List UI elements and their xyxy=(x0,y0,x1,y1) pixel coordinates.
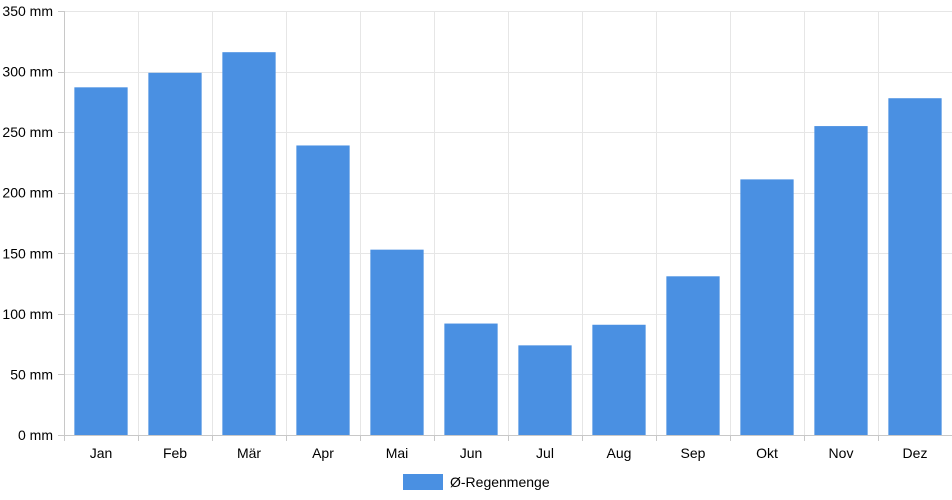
bars xyxy=(74,52,942,436)
x-tick-label: Jan xyxy=(90,445,113,461)
x-tick-label: Jun xyxy=(460,445,483,461)
bar-sep[interactable] xyxy=(666,276,720,435)
grid-lines xyxy=(64,11,952,436)
y-tick-labels: 0 mm 50 mm 100 mm 150 mm 200 mm 250 mm 300 mm 3… xyxy=(2,3,53,443)
y-tick-label: 250 mm xyxy=(2,124,53,140)
bar-jun[interactable] xyxy=(444,323,498,435)
x-tick-label: Apr xyxy=(312,445,334,461)
x-tick-label: Mai xyxy=(386,445,409,461)
y-tick-label: 300 mm xyxy=(2,64,53,80)
x-tick-label: Jul xyxy=(536,445,554,461)
legend-label: Ø-Regenmenge xyxy=(450,474,550,490)
bar-mär[interactable] xyxy=(222,52,276,436)
bar-nov[interactable] xyxy=(814,126,868,435)
x-tick-label: Mär xyxy=(237,445,261,461)
bar-okt[interactable] xyxy=(740,179,794,435)
legend[interactable]: Ø-Regenmenge xyxy=(403,474,550,490)
x-tick-label: Dez xyxy=(903,445,928,461)
bar-aug[interactable] xyxy=(592,324,646,435)
x-tick-label: Aug xyxy=(607,445,632,461)
bar-feb[interactable] xyxy=(148,72,202,435)
x-tick-label: Feb xyxy=(163,445,187,461)
y-tick-label: 200 mm xyxy=(2,185,53,201)
legend-swatch xyxy=(403,474,443,490)
y-tick-label: 100 mm xyxy=(2,306,53,322)
y-tick-label: 150 mm xyxy=(2,245,53,261)
x-tick-label: Nov xyxy=(829,445,854,461)
x-tick-label: Okt xyxy=(756,445,778,461)
bar-dez[interactable] xyxy=(888,98,942,436)
x-tick-label: Sep xyxy=(681,445,706,461)
bar-jul[interactable] xyxy=(518,345,572,435)
bar-jan[interactable] xyxy=(74,87,128,435)
x-tick-labels: Jan Feb Mär Apr Mai Jun Jul Aug Sep Okt Nov Dez xyxy=(90,445,928,461)
y-tick-label: 0 mm xyxy=(18,427,53,443)
y-tick-label: 350 mm xyxy=(2,3,53,19)
axes xyxy=(58,11,879,441)
bar-mai[interactable] xyxy=(370,249,424,435)
y-tick-label: 50 mm xyxy=(10,366,53,382)
bar-apr[interactable] xyxy=(296,145,350,435)
